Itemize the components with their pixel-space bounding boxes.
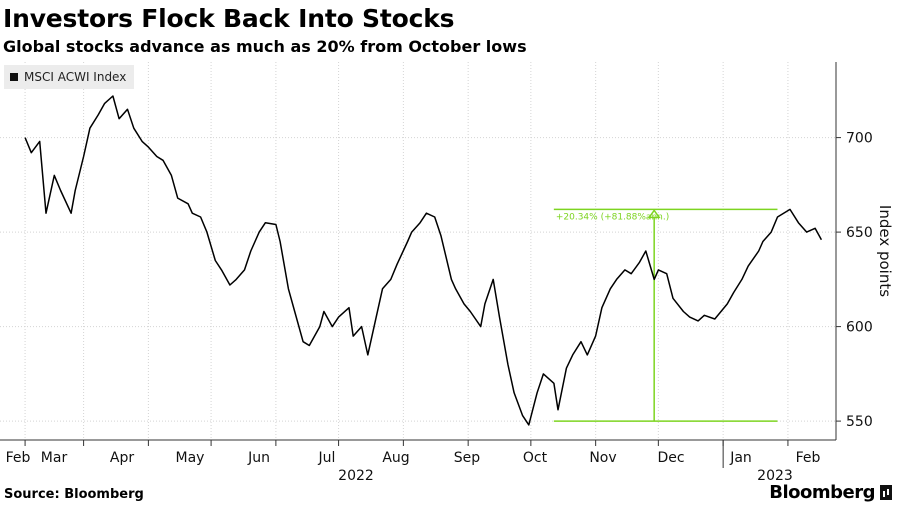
source-note: Source: Bloomberg xyxy=(4,487,144,502)
y-axis-title: Index points xyxy=(876,205,894,297)
legend: MSCI ACWI Index xyxy=(4,65,135,89)
chart-title: Investors Flock Back Into Stocks xyxy=(3,4,455,33)
legend-label: MSCI ACWI Index xyxy=(24,70,127,84)
annotation-label: +20.34% (+81.88%ann.) xyxy=(556,212,669,222)
x-tick-label: Apr xyxy=(110,450,134,466)
x-tick-label: Aug xyxy=(382,450,409,466)
x-year-label: 2022 xyxy=(338,468,374,484)
x-tick-label: Feb xyxy=(6,450,31,466)
x-tick-label: Jul xyxy=(318,450,336,466)
x-tick-label: Sep xyxy=(454,450,481,466)
x-tick-label: Dec xyxy=(657,450,684,466)
x-tick-label: Jun xyxy=(247,450,270,466)
chart-subtitle: Global stocks advance as much as 20% fro… xyxy=(3,37,527,56)
x-year-label: 2023 xyxy=(757,468,793,484)
y-tick-label: 600 xyxy=(846,320,873,336)
gridlines xyxy=(0,62,836,440)
bloomberg-terminal-icon xyxy=(880,485,892,500)
legend-swatch xyxy=(10,73,18,81)
annotation-arrow-head xyxy=(647,209,661,219)
series-line xyxy=(24,95,823,426)
x-tick-label: Mar xyxy=(41,450,68,466)
y-tick-label: 700 xyxy=(846,131,873,147)
x-tick-label: Nov xyxy=(589,450,616,466)
series-group xyxy=(24,95,823,426)
brand-logo: Bloomberg xyxy=(769,482,892,503)
x-tick-label: Oct xyxy=(523,450,548,466)
y-tick-label: 650 xyxy=(846,225,873,241)
x-tick-label: May xyxy=(176,450,205,466)
annotation-group: +20.34% (+81.88%ann.) xyxy=(553,208,778,422)
axes: 550 600 650 700 Feb Mar Apr May Jun Jul Aug Sep Oct N… xyxy=(0,62,894,484)
x-tick-label: Jan xyxy=(729,450,752,466)
brand-label: Bloomberg xyxy=(769,482,875,503)
x-tick-label: Feb xyxy=(796,450,821,466)
y-tick-label: 550 xyxy=(846,414,873,430)
